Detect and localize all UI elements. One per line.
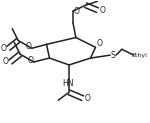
Text: O: O — [74, 7, 80, 16]
Text: O: O — [3, 57, 8, 67]
Text: HN: HN — [62, 79, 74, 88]
Text: O: O — [28, 55, 34, 65]
Text: O: O — [1, 44, 6, 53]
Text: O: O — [96, 39, 102, 48]
Text: Ethyl: Ethyl — [132, 53, 147, 58]
Text: O: O — [99, 6, 105, 15]
Text: O: O — [85, 94, 91, 103]
Text: S: S — [111, 51, 116, 60]
Text: O: O — [26, 42, 32, 51]
